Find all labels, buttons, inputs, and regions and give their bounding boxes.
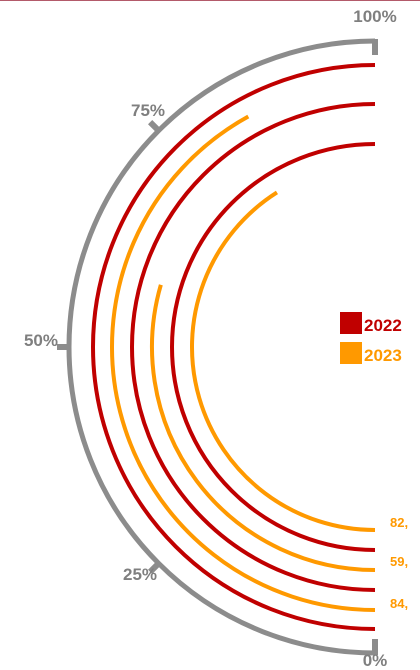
bar-2022-2 bbox=[130, 102, 376, 592]
chart-legend: 2022 2023 bbox=[340, 312, 402, 365]
bar-2023-3 bbox=[190, 190, 376, 532]
top-border-line bbox=[0, 0, 420, 1]
legend-swatch-2023 bbox=[340, 342, 362, 364]
axis-tick-label-50: 50% bbox=[24, 331, 58, 350]
legend-label-2022: 2022 bbox=[364, 316, 402, 335]
chart-axis: 0% 25% 50% 75% 100% bbox=[24, 7, 397, 670]
bar-2022-3 bbox=[170, 142, 376, 552]
axis-tick-label-75: 75% bbox=[131, 101, 165, 120]
axis-tick-label-25: 25% bbox=[123, 565, 157, 584]
legend-label-2023: 2023 bbox=[364, 346, 402, 365]
bar-2023-2 bbox=[150, 284, 376, 572]
value-label-2: 59, bbox=[390, 554, 408, 569]
chart-labels: 84, 59, 82, bbox=[390, 515, 408, 611]
chart-bars bbox=[91, 63, 376, 631]
bar-2023-1 bbox=[110, 114, 376, 612]
bar-2022-1 bbox=[91, 63, 376, 631]
value-label-3: 82, bbox=[390, 515, 408, 530]
legend-swatch-2022 bbox=[340, 312, 362, 334]
axis-tick-75 bbox=[148, 120, 163, 135]
axis-tick-label-100: 100% bbox=[353, 7, 396, 26]
axis-tick-label-0: 0% bbox=[363, 651, 388, 670]
value-label-1: 84, bbox=[390, 596, 408, 611]
axis-tick-25 bbox=[148, 559, 163, 574]
